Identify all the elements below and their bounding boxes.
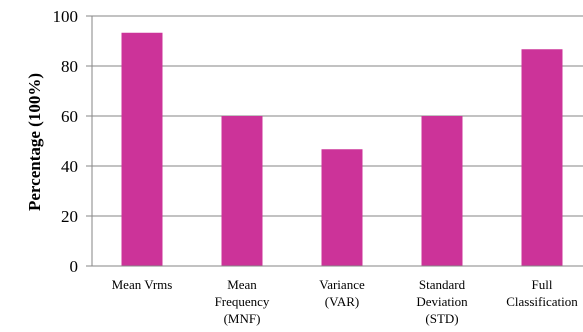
x-tick-label: Standard Deviation (STD) xyxy=(416,277,468,326)
bar xyxy=(221,116,263,266)
x-tick-label-line: (STD) xyxy=(425,311,458,326)
x-tick-label-line: Frequency xyxy=(215,294,270,309)
y-tick-label: 0 xyxy=(70,257,79,276)
x-tick-label: Mean Frequency (MNF) xyxy=(215,277,270,326)
y-axis-label: Percentage (100%) xyxy=(25,73,44,211)
y-tick-label: 20 xyxy=(61,207,78,226)
x-tick-label: Full Classification xyxy=(506,277,578,309)
x-tick-label-line: Deviation xyxy=(416,294,468,309)
x-tick-label: Mean Vrms xyxy=(112,277,173,292)
y-tick-labels: 0 20 40 60 80 100 xyxy=(53,7,79,276)
x-tick-label-line: Mean Vrms xyxy=(112,277,173,292)
x-tick-label-line: Full xyxy=(532,277,553,292)
x-tick-label: Variance (VAR) xyxy=(319,277,365,309)
bar xyxy=(121,32,163,266)
y-tick-label: 60 xyxy=(61,107,78,126)
y-tick-label: 40 xyxy=(61,157,78,176)
bars xyxy=(121,32,563,266)
bar xyxy=(521,49,563,266)
bar xyxy=(421,116,463,266)
x-tick-label-line: Mean xyxy=(227,277,257,292)
x-tick-label-line: Classification xyxy=(506,294,578,309)
grid-lines xyxy=(86,15,583,267)
x-tick-label-line: (VAR) xyxy=(325,294,359,309)
x-tick-label-line: Standard xyxy=(419,277,466,292)
x-tick-labels: Mean Vrms Mean Frequency (MNF) Variance (VAR)… xyxy=(112,277,579,326)
x-tick-label-line: Variance xyxy=(319,277,365,292)
y-tick-label: 80 xyxy=(61,57,78,76)
x-tick-label-line: (MNF) xyxy=(224,311,261,326)
bar xyxy=(321,149,363,266)
y-tick-label: 100 xyxy=(53,7,79,26)
axes xyxy=(91,16,583,267)
